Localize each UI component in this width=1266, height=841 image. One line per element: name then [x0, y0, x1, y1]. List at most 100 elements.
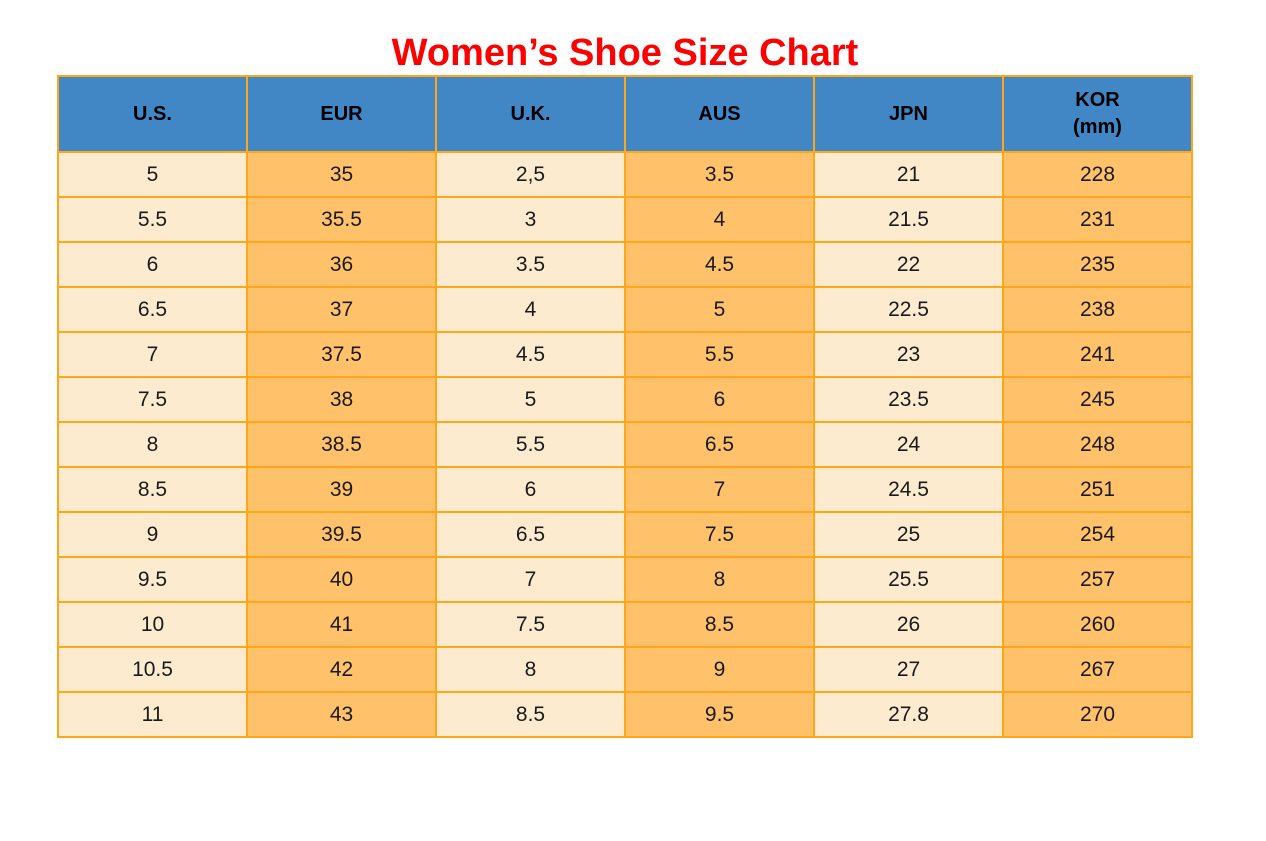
table-cell: 4.5 [624, 241, 815, 288]
table-cell: 6.5 [435, 511, 626, 558]
table-cell: 25.5 [813, 556, 1004, 603]
table-cell: 270 [1002, 691, 1193, 738]
table-row: 5 35 2,5 3.5 21 228 [57, 151, 1193, 198]
table-cell: 21 [813, 151, 1004, 198]
table-cell: 23 [813, 331, 1004, 378]
table-cell: 9.5 [57, 556, 248, 603]
header-cell-jpn: JPN [813, 75, 1004, 153]
header-row: U.S. EUR U.K. AUS JPN KOR (mm) [57, 75, 1193, 153]
table-cell: 8 [624, 556, 815, 603]
table-row: 11 43 8.5 9.5 27.8 270 [57, 691, 1193, 738]
table-row: 10 41 7.5 8.5 26 260 [57, 601, 1193, 648]
table-cell: 4.5 [435, 331, 626, 378]
table-cell: 10.5 [57, 646, 248, 693]
table-cell: 6 [57, 241, 248, 288]
page-container: Women’s Shoe Size Chart U.S. EUR U.K. AUS JP… [57, 0, 1193, 738]
table-row: 9.5 40 7 8 25.5 257 [57, 556, 1193, 603]
table-cell: 25 [813, 511, 1004, 558]
table-cell: 7.5 [435, 601, 626, 648]
table-header-row: U.S. EUR U.K. AUS JPN KOR (mm) [57, 75, 1193, 153]
table-cell: 8.5 [624, 601, 815, 648]
table-cell: 35.5 [246, 196, 437, 243]
table-cell: 38.5 [246, 421, 437, 468]
table-cell: 8.5 [57, 466, 248, 513]
table-cell: 5.5 [624, 331, 815, 378]
table-cell: 35 [246, 151, 437, 198]
table-cell: 27 [813, 646, 1004, 693]
table-cell: 21.5 [813, 196, 1004, 243]
table-cell: 248 [1002, 421, 1193, 468]
table-cell: 9.5 [624, 691, 815, 738]
header-cell-us: U.S. [57, 75, 248, 153]
table-cell: 8 [57, 421, 248, 468]
table-cell: 6 [624, 376, 815, 423]
table-cell: 5.5 [435, 421, 626, 468]
table-cell: 40 [246, 556, 437, 603]
table-cell: 39 [246, 466, 437, 513]
table-cell: 11 [57, 691, 248, 738]
table-cell: 241 [1002, 331, 1193, 378]
table-cell: 39.5 [246, 511, 437, 558]
table-cell: 41 [246, 601, 437, 648]
table-cell: 23.5 [813, 376, 1004, 423]
table-cell: 5.5 [57, 196, 248, 243]
table-cell: 238 [1002, 286, 1193, 333]
table-row: 6.5 37 4 5 22.5 238 [57, 286, 1193, 333]
header-cell-eur: EUR [246, 75, 437, 153]
table-row: 6 36 3.5 4.5 22 235 [57, 241, 1193, 288]
table-cell: 6.5 [57, 286, 248, 333]
table-cell: 257 [1002, 556, 1193, 603]
table-cell: 3 [435, 196, 626, 243]
table-cell: 5 [624, 286, 815, 333]
table-row: 9 39.5 6.5 7.5 25 254 [57, 511, 1193, 558]
table-row: 7 37.5 4.5 5.5 23 241 [57, 331, 1193, 378]
table-cell: 24.5 [813, 466, 1004, 513]
table-row: 8 38.5 5.5 6.5 24 248 [57, 421, 1193, 468]
table-cell: 26 [813, 601, 1004, 648]
table-cell: 254 [1002, 511, 1193, 558]
table-cell: 7.5 [57, 376, 248, 423]
header-cell-aus: AUS [624, 75, 815, 153]
table-row: 7.5 38 5 6 23.5 245 [57, 376, 1193, 423]
table-cell: 9 [57, 511, 248, 558]
table-cell: 36 [246, 241, 437, 288]
table-cell: 7 [624, 466, 815, 513]
table-cell: 3.5 [624, 151, 815, 198]
table-cell: 5 [57, 151, 248, 198]
table-cell: 228 [1002, 151, 1193, 198]
table-cell: 7 [57, 331, 248, 378]
table-cell: 4 [435, 286, 626, 333]
table-cell: 6.5 [624, 421, 815, 468]
table-cell: 22 [813, 241, 1004, 288]
table-cell: 24 [813, 421, 1004, 468]
table-row: 10.5 42 8 9 27 267 [57, 646, 1193, 693]
shoe-size-table: U.S. EUR U.K. AUS JPN KOR (mm) 5 35 2,5 3.5 21 228 5… [57, 75, 1193, 738]
table-cell: 245 [1002, 376, 1193, 423]
header-cell-kor: KOR (mm) [1002, 75, 1193, 153]
table-row: 8.5 39 6 7 24.5 251 [57, 466, 1193, 513]
table-cell: 2,5 [435, 151, 626, 198]
table-cell: 4 [624, 196, 815, 243]
header-cell-uk: U.K. [435, 75, 626, 153]
table-cell: 38 [246, 376, 437, 423]
table-cell: 27.8 [813, 691, 1004, 738]
table-cell: 267 [1002, 646, 1193, 693]
table-cell: 8.5 [435, 691, 626, 738]
table-cell: 42 [246, 646, 437, 693]
table-cell: 22.5 [813, 286, 1004, 333]
header-cell-kor-sublabel: (mm) [1073, 116, 1122, 138]
table-cell: 6 [435, 466, 626, 513]
table-cell: 10 [57, 601, 248, 648]
table-cell: 5 [435, 376, 626, 423]
table-cell: 8 [435, 646, 626, 693]
table-cell: 9 [624, 646, 815, 693]
table-cell: 37 [246, 286, 437, 333]
table-cell: 235 [1002, 241, 1193, 288]
table-cell: 43 [246, 691, 437, 738]
page-title: Women’s Shoe Size Chart [391, 32, 859, 74]
table-body: 5 35 2,5 3.5 21 228 5.5 35.5 3 4 21.5 231 6 36 3.5 4.5 2… [57, 151, 1193, 738]
table-cell: 7 [435, 556, 626, 603]
table-row: 5.5 35.5 3 4 21.5 231 [57, 196, 1193, 243]
table-cell: 7.5 [624, 511, 815, 558]
table-cell: 251 [1002, 466, 1193, 513]
